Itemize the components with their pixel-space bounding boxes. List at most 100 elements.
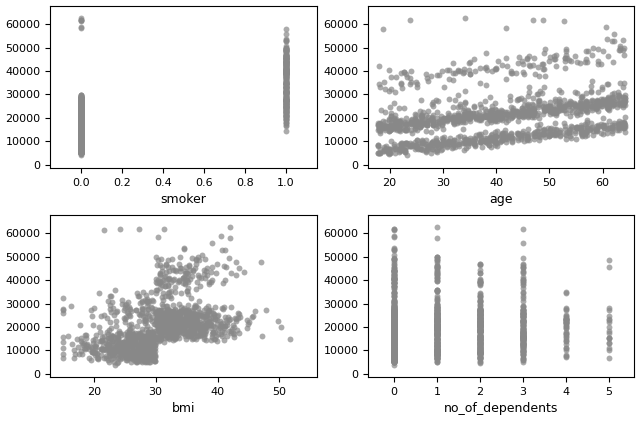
Point [76,143,86,150]
Point [281,99,291,106]
Point [432,346,442,353]
Point [169,321,179,328]
Point [76,112,86,119]
Point [228,322,238,329]
Point [490,105,500,112]
Point [449,136,459,143]
Point [432,348,442,354]
Point [432,272,442,278]
Point [375,121,385,128]
Point [475,317,485,323]
Point [432,336,442,343]
Point [465,116,475,123]
Point [386,126,396,133]
Point [389,354,399,361]
Point [76,126,86,133]
Point [76,128,86,134]
Point [159,312,169,318]
Point [76,99,86,105]
Point [582,103,592,109]
Point [165,329,175,336]
Point [389,326,399,333]
Point [389,341,399,348]
Point [432,320,442,327]
Point [158,277,168,284]
Point [76,117,86,123]
Point [556,89,566,96]
Point [432,311,442,317]
Point [148,338,159,344]
Point [518,347,528,354]
Point [475,320,485,327]
Point [76,103,86,109]
Point [76,127,86,134]
Point [518,279,528,285]
Point [142,346,152,353]
Point [490,118,500,125]
Point [452,141,463,147]
Point [593,124,604,131]
Point [173,314,184,320]
Point [108,338,118,344]
Point [389,349,399,356]
Point [390,149,401,156]
Point [432,344,442,351]
Point [281,53,291,60]
Point [76,99,86,106]
Point [76,108,86,115]
Point [582,128,593,135]
Point [389,348,399,355]
Point [76,118,86,125]
Point [389,334,399,341]
Point [151,334,161,341]
Point [461,136,471,143]
Point [495,138,506,145]
Point [76,102,86,109]
Point [76,112,86,118]
Point [179,308,189,315]
Point [420,71,431,77]
Point [518,326,528,333]
Point [527,111,538,117]
Point [432,346,442,353]
Point [544,131,554,137]
Point [158,296,168,303]
Point [76,140,86,147]
Point [147,334,157,341]
Point [454,113,465,120]
Point [389,353,399,360]
Point [474,116,484,123]
Point [450,96,460,103]
Point [178,322,188,329]
Point [518,314,528,320]
Point [76,135,86,141]
Point [570,102,580,109]
Point [76,107,86,114]
Point [389,303,399,309]
Point [518,314,528,321]
Point [76,135,86,141]
Point [432,343,442,349]
Point [124,330,134,337]
Point [76,128,86,135]
Point [506,114,516,121]
Point [118,341,129,347]
Point [161,303,172,309]
Point [244,319,254,325]
Point [166,256,177,263]
Point [76,114,86,120]
Point [76,99,86,106]
Point [432,330,442,337]
Point [475,318,485,325]
Point [432,340,442,347]
Point [561,320,571,327]
Point [432,264,442,271]
Point [76,124,86,131]
Point [485,115,495,122]
Point [76,111,86,118]
Point [389,307,399,314]
Point [604,125,614,132]
Point [513,129,524,136]
Point [156,333,166,339]
Point [586,83,596,89]
